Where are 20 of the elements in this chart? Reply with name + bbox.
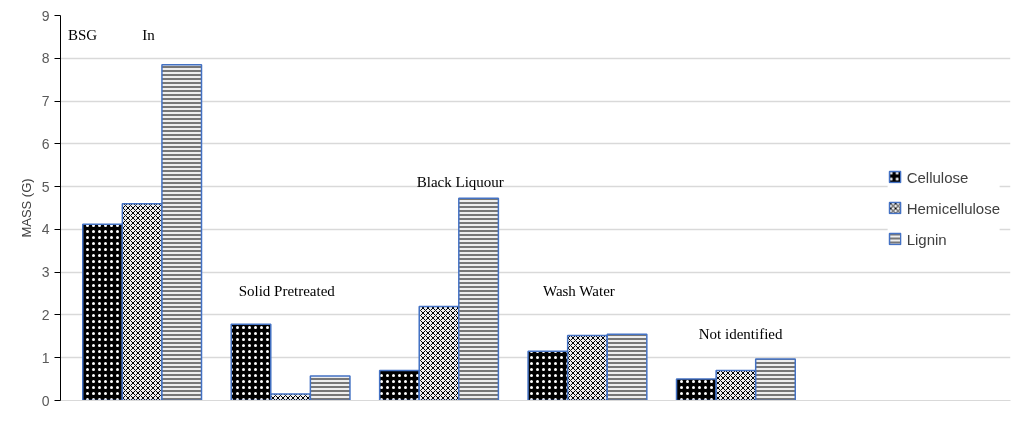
legend-label: Lignin [906,230,947,247]
y-tick-label: 2 [41,306,50,323]
y-tick-label: 3 [41,264,50,281]
legend-label: Cellulose [906,168,969,185]
annotation: In [142,26,156,43]
y-tick-label: 4 [41,221,50,238]
annotation: BSG [67,26,98,43]
y-tick-label: 8 [41,50,50,67]
y-tick-label: 7 [41,93,50,110]
annotation: Solid Pretreated [238,283,336,300]
annotation: Black Liquour [416,174,504,191]
annotation: Not identified [698,326,784,343]
y-tick-label: 0 [41,392,50,409]
legend-label: Hemicellulose [906,199,1000,216]
y-tick-label: 5 [41,178,50,195]
y-axis-title: MASS (G) [18,178,34,238]
y-tick-label: 6 [41,135,50,152]
annotation: Wash Water [542,283,615,300]
y-tick-label: 1 [41,349,50,366]
y-tick-label: 9 [41,7,50,24]
